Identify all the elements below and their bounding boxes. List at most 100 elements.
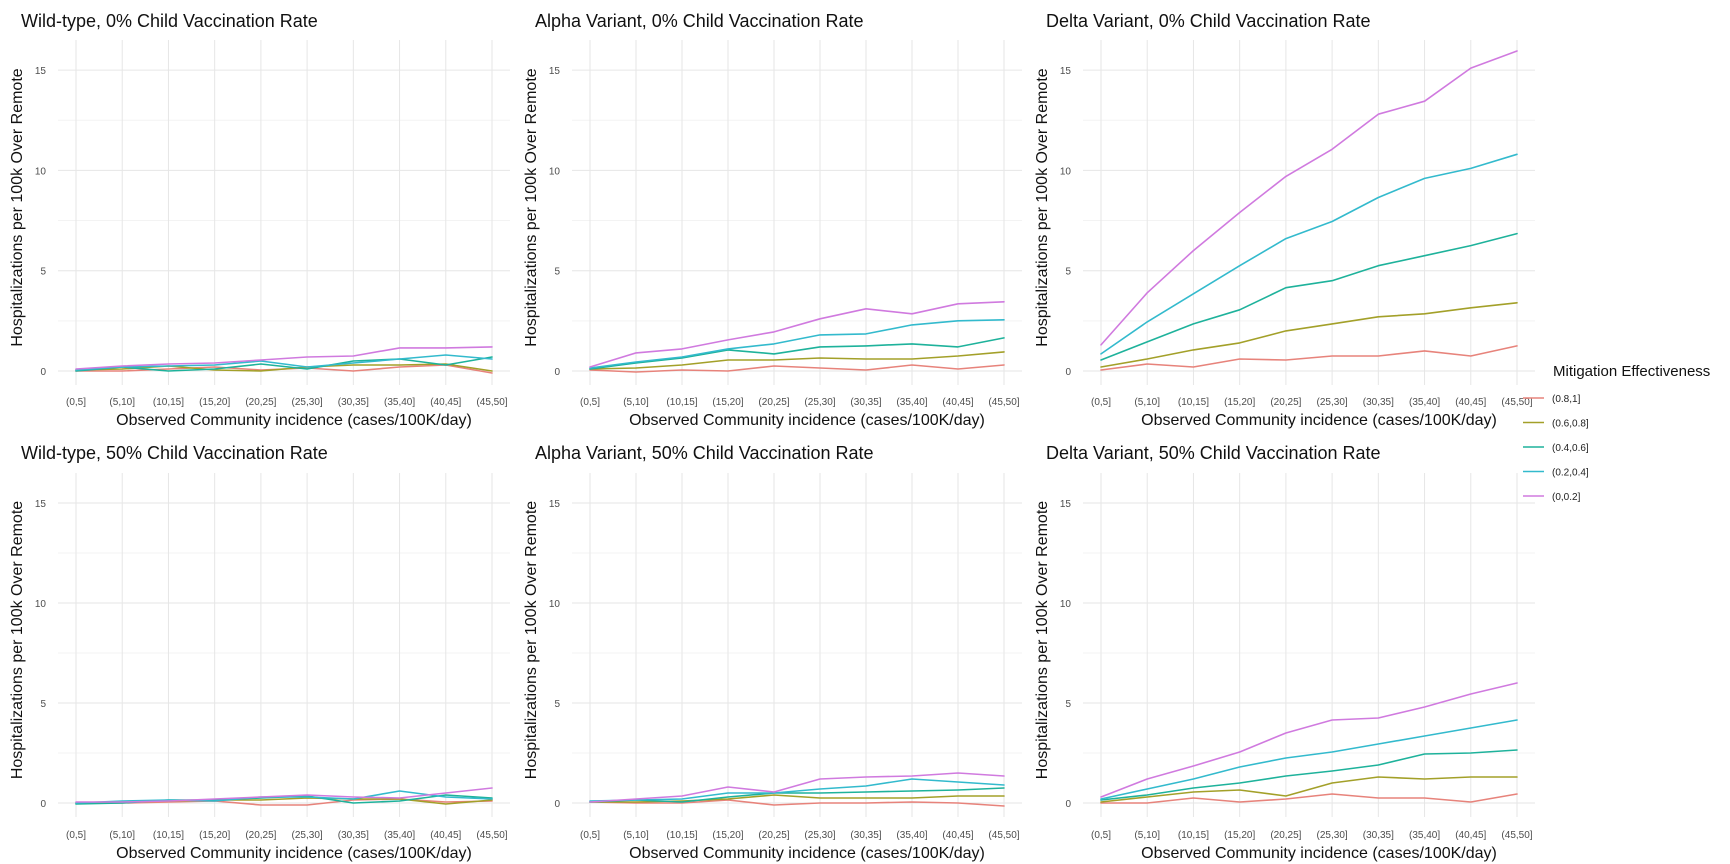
y-tick-label: 0 — [1065, 799, 1071, 810]
y-tick-label: 0 — [554, 367, 560, 378]
series-line — [75, 790, 493, 804]
legend-label: (0.2,0.4] — [1552, 468, 1589, 479]
x-tick-label: (45,50] — [476, 830, 507, 841]
panel-title: Delta Variant, 0% Child Vaccination Rate — [1046, 11, 1371, 31]
panel-title: Alpha Variant, 50% Child Vaccination Rat… — [535, 443, 874, 463]
series-line — [1100, 345, 1518, 371]
x-tick-label: (10,15] — [153, 397, 184, 408]
x-tick-label: (35,40] — [896, 397, 927, 408]
x-tick-label: (5,10] — [109, 830, 135, 841]
legend-item: (0.4,0.6] — [1523, 443, 1589, 454]
x-tick-label: (40,45] — [942, 830, 973, 841]
chart-panel: 0 5 10 15 (0,5] (5,10] (10,15] (15,20] (20,25] (2… — [523, 443, 1022, 862]
x-tick-label: (45,50] — [988, 830, 1019, 841]
y-tick-label: 10 — [1060, 166, 1072, 177]
y-tick-label: 5 — [1065, 267, 1071, 278]
x-tick-label: (45,50] — [476, 397, 507, 408]
legend-title: Mitigation Effectiveness — [1553, 363, 1710, 380]
series-line — [1100, 153, 1518, 355]
x-tick-label: (10,15] — [666, 830, 697, 841]
y-tick-label: 5 — [40, 267, 46, 278]
x-tick-label: (15,20] — [199, 397, 230, 408]
x-tick-label: (40,45] — [1455, 397, 1486, 408]
legend-label: (0.8,1] — [1552, 394, 1581, 405]
x-tick-label: (0,5] — [66, 397, 86, 408]
x-tick-label: (10,15] — [153, 830, 184, 841]
series-line — [75, 787, 493, 803]
x-axis-label: Observed Community incidence (cases/100K… — [1141, 412, 1497, 429]
x-tick-label: (40,45] — [1455, 830, 1486, 841]
series-line — [589, 337, 1005, 370]
x-tick-label: (45,50] — [988, 397, 1019, 408]
x-tick-label: (10,15] — [666, 397, 697, 408]
x-tick-label: (25,30] — [292, 397, 323, 408]
series-line — [589, 318, 1005, 369]
x-tick-label: (20,25] — [245, 397, 276, 408]
x-axis-label: Observed Community incidence (cases/100K… — [629, 845, 985, 862]
y-tick-label: 0 — [40, 367, 46, 378]
series-line — [589, 300, 1005, 368]
x-tick-label: (40,45] — [942, 397, 973, 408]
x-tick-label: (35,40] — [384, 397, 415, 408]
x-tick-label: (0,5] — [1091, 397, 1111, 408]
panel-title: Alpha Variant, 0% Child Vaccination Rate — [535, 11, 864, 31]
x-tick-label: (0,5] — [1091, 830, 1111, 841]
series-line — [1100, 719, 1518, 800]
y-axis-label: Hospitalizations per 100k Over Remote — [1034, 68, 1051, 346]
panel-title: Wild-type, 0% Child Vaccination Rate — [21, 11, 318, 31]
panel-title: Wild-type, 50% Child Vaccination Rate — [21, 443, 328, 463]
y-axis-label: Hospitalizations per 100k Over Remote — [523, 68, 540, 346]
series-line — [1100, 301, 1518, 368]
x-tick-label: (20,25] — [758, 397, 789, 408]
x-tick-label: (20,25] — [1270, 830, 1301, 841]
y-tick-label: 15 — [35, 66, 47, 77]
x-tick-label: (10,15] — [1178, 830, 1209, 841]
y-tick-label: 10 — [35, 599, 47, 610]
x-tick-label: (0,5] — [580, 397, 600, 408]
series-line — [589, 778, 1005, 802]
series-line — [1100, 793, 1518, 804]
series-line — [589, 787, 1005, 803]
x-axis-label: Observed Community incidence (cases/100K… — [116, 845, 472, 862]
x-tick-label: (25,30] — [804, 397, 835, 408]
x-tick-label: (25,30] — [292, 830, 323, 841]
y-tick-label: 5 — [554, 699, 560, 710]
x-tick-label: (35,40] — [1409, 397, 1440, 408]
series-line — [1100, 749, 1518, 801]
y-tick-label: 0 — [1065, 367, 1071, 378]
y-tick-label: 5 — [40, 699, 46, 710]
series-line — [75, 798, 493, 806]
x-tick-label: (35,40] — [384, 830, 415, 841]
chart-panel: 0 5 10 15 (0,5] (5,10] (10,15] (15,20] (20,25] (2… — [9, 11, 510, 429]
x-tick-label: (30,35] — [1363, 397, 1394, 408]
x-axis-label: Observed Community incidence (cases/100K… — [1141, 845, 1497, 862]
x-tick-label: (15,20] — [1224, 830, 1255, 841]
x-tick-label: (25,30] — [1317, 397, 1348, 408]
x-tick-label: (20,25] — [1270, 397, 1301, 408]
x-tick-label: (5,10] — [1134, 830, 1160, 841]
legend-item: (0.8,1] — [1523, 394, 1581, 405]
x-tick-label: (30,35] — [1363, 830, 1394, 841]
x-tick-label: (20,25] — [245, 830, 276, 841]
y-tick-label: 10 — [549, 599, 561, 610]
x-tick-label: (15,20] — [712, 397, 743, 408]
x-tick-label: (10,15] — [1178, 397, 1209, 408]
y-axis-label: Hospitalizations per 100k Over Remote — [9, 501, 26, 779]
chart-panels: 0 5 10 15 (0,5] (5,10] (10,15] (15,20] (20,25] (2… — [9, 11, 1535, 862]
x-tick-label: (5,10] — [1134, 397, 1160, 408]
y-tick-label: 15 — [549, 499, 561, 510]
y-tick-label: 5 — [1065, 699, 1071, 710]
legend-item: (0.2,0.4] — [1523, 468, 1589, 479]
x-tick-label: (15,20] — [1224, 397, 1255, 408]
y-axis-label: Hospitalizations per 100k Over Remote — [9, 68, 26, 346]
x-tick-label: (5,10] — [623, 397, 649, 408]
chart-panel: 0 5 10 15 (0,5] (5,10] (10,15] (15,20] (20,25] (2… — [9, 443, 510, 862]
y-tick-label: 15 — [549, 66, 561, 77]
chart-panel: 0 5 10 15 (0,5] (5,10] (10,15] (15,20] (20,25] (2… — [523, 11, 1022, 429]
y-axis-label: Hospitalizations per 100k Over Remote — [523, 501, 540, 779]
x-tick-label: (15,20] — [199, 830, 230, 841]
series-line — [589, 364, 1005, 373]
y-tick-label: 0 — [40, 799, 46, 810]
series-line — [1100, 232, 1518, 361]
legend: Mitigation Effectiveness (0.8,1] (0.6,0.8]… — [1523, 363, 1710, 503]
